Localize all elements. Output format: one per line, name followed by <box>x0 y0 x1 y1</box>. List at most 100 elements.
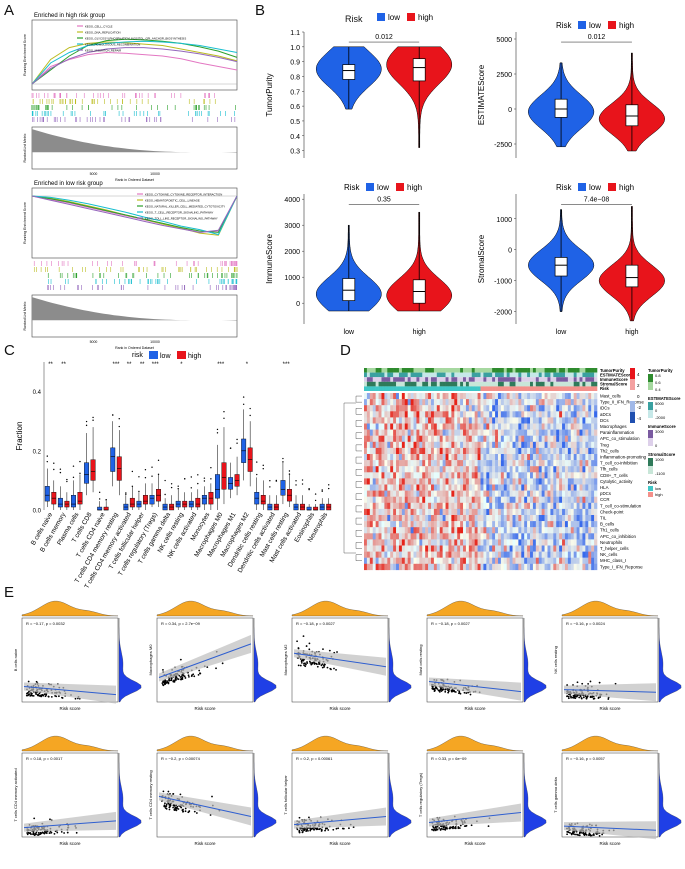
annotation-cell <box>532 372 537 378</box>
heatmap-cell <box>535 533 540 540</box>
heatmap-cell <box>465 441 470 449</box>
heatmap-cell <box>559 478 563 485</box>
heatmap-cell <box>503 454 508 461</box>
scatter-point <box>297 647 300 650</box>
heatmap-cell <box>369 460 374 467</box>
heatmap-cell <box>430 466 435 473</box>
heatmap-cell <box>547 539 551 546</box>
heatmap-cell <box>436 429 441 436</box>
annotation-cell <box>422 377 426 382</box>
heatmap-cell <box>486 405 490 412</box>
heatmap-cell <box>573 527 577 534</box>
heatmap-cell <box>579 521 583 528</box>
scatter-point <box>182 810 184 813</box>
heatmap-cell <box>547 411 551 418</box>
annotation-cell <box>460 386 464 391</box>
heatmap-cell <box>503 484 508 491</box>
annotation-cell <box>398 372 403 378</box>
annotation-cell <box>500 368 505 373</box>
heatmap-cell <box>474 502 478 510</box>
annotation-cell <box>413 368 417 373</box>
heatmap-cell <box>465 502 470 510</box>
heatmap-cell <box>477 545 481 552</box>
heatmap-cell <box>366 478 371 485</box>
heatmap-cell <box>428 533 432 540</box>
heatmap-cell <box>425 399 429 406</box>
scatter-point <box>298 816 301 819</box>
violin-panel: low highTumorPurity0.30.40.50.60.70.80.91… <box>265 13 665 336</box>
legend-high-label: high <box>418 13 433 22</box>
heatmap-row <box>364 563 598 571</box>
heatmap-cell <box>559 417 563 424</box>
heatmap-cell <box>553 502 557 510</box>
heatmap-cell <box>567 441 572 449</box>
legend-gradient-bottom <box>648 438 653 446</box>
heatmap-cell <box>518 557 522 564</box>
heatmap-cell <box>567 545 572 552</box>
legend-title: ImmuneScore <box>648 424 676 429</box>
heatmap-cell <box>559 447 563 455</box>
heatmap-cell <box>503 490 508 497</box>
annotation-label: ImmuneScore <box>600 377 628 382</box>
heatmap-cell <box>579 411 583 418</box>
heatmap-cell <box>433 447 438 455</box>
heatmap-cell <box>559 466 563 473</box>
heatmap-cell <box>509 466 513 473</box>
annotation-cell <box>387 386 391 391</box>
scatter-point <box>571 831 574 834</box>
heatmap-cell <box>480 557 484 564</box>
heatmap-cell <box>430 508 435 516</box>
heatmap-cell <box>387 423 391 430</box>
heatmap-cell <box>495 466 499 473</box>
heatmap-cell <box>541 411 545 418</box>
box-outlier <box>190 487 192 489</box>
heatmap-cell <box>541 545 545 552</box>
heatmap-cell <box>521 405 525 412</box>
heatmap-cell <box>381 435 385 442</box>
heatmap-cell <box>509 405 513 412</box>
heatmap-cell <box>425 423 429 430</box>
heatmap-cell <box>387 429 391 436</box>
heatmap-cell <box>378 527 382 534</box>
heatmap-cell <box>594 393 598 400</box>
heatmap-cell <box>439 423 443 430</box>
es-curve-line <box>31 38 238 85</box>
heatmap-cell <box>471 502 475 510</box>
heatmap-cell <box>532 490 537 497</box>
heatmap-cell <box>544 533 548 540</box>
scatter-point <box>28 690 30 693</box>
heatmap-cell <box>500 515 505 522</box>
heatmap-cell <box>416 533 420 540</box>
heatmap-cell <box>512 429 516 436</box>
heatmap-cell <box>471 435 475 442</box>
heatmap-cell <box>532 423 537 430</box>
annotation-cell <box>477 368 481 373</box>
heatmap-cell <box>512 423 516 430</box>
legend-high-swatch <box>608 183 616 191</box>
heatmap-cell <box>492 545 496 552</box>
heatmap-cell <box>486 508 490 516</box>
heatmap-cell <box>442 527 446 534</box>
heatmap-cell <box>579 417 583 424</box>
heatmap-cell <box>442 515 446 522</box>
scatter-point <box>298 831 301 834</box>
heatmap-cell <box>541 405 545 412</box>
heatmap-cell <box>509 454 513 461</box>
heatmap-cell <box>401 405 406 412</box>
annotation-cell <box>567 377 572 382</box>
annotation-cell <box>564 381 569 387</box>
heatmap-cell <box>375 405 379 412</box>
scatter-point <box>26 832 29 834</box>
heatmap-cell <box>500 563 505 571</box>
heatmap-cell <box>594 521 598 528</box>
heatmap-cell <box>457 484 461 491</box>
box-outlier <box>177 487 179 490</box>
heatmap-cell <box>567 466 572 473</box>
heatmap-cell <box>416 429 420 436</box>
heatmap-cell <box>527 435 531 442</box>
heatmap-cell <box>512 508 516 516</box>
heatmap-cell <box>553 527 557 534</box>
heatmap-cell <box>541 515 545 522</box>
heatmap-cell <box>410 447 414 455</box>
scatter-point <box>309 662 312 664</box>
